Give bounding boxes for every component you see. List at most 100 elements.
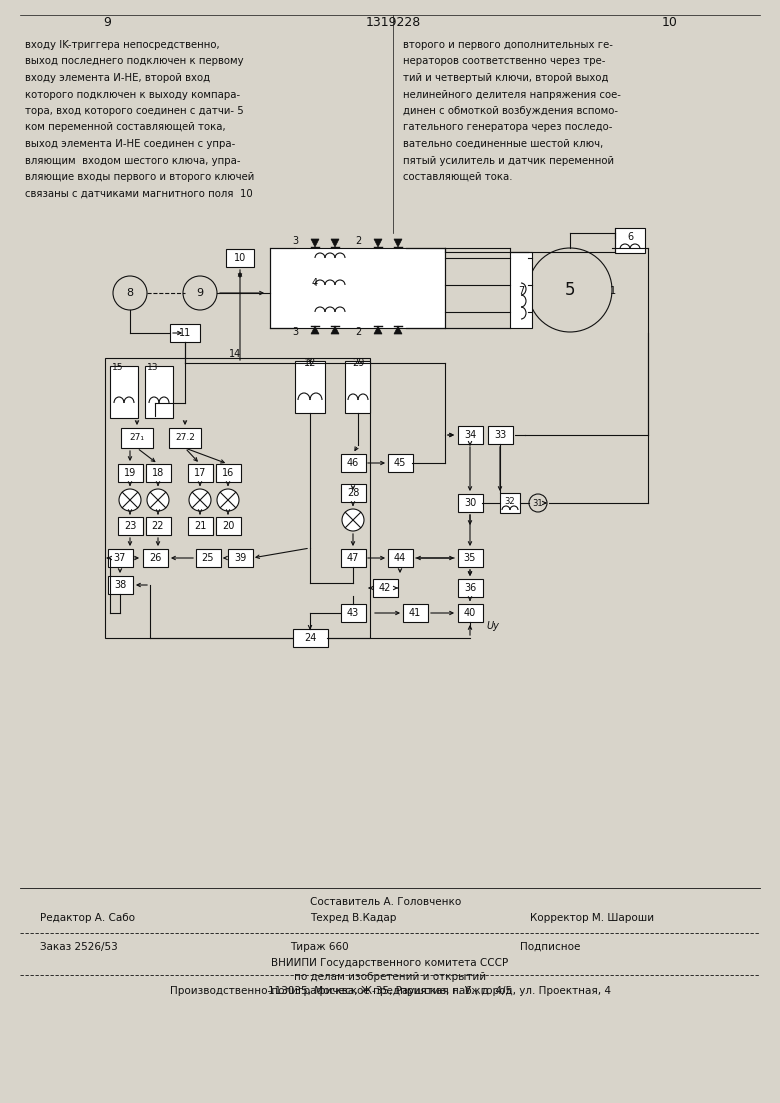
Text: 44: 44: [394, 553, 406, 563]
Text: 31: 31: [533, 499, 544, 507]
Text: второго и первого дополнительных ге-: второго и первого дополнительных ге-: [403, 40, 613, 50]
Text: 10: 10: [234, 253, 246, 263]
Text: 1: 1: [610, 286, 616, 296]
Text: Составитель А. Головченко: Составитель А. Головченко: [310, 897, 461, 907]
Text: 2: 2: [355, 326, 361, 338]
Text: ком переменной составляющей тока,: ком переменной составляющей тока,: [25, 122, 225, 132]
Text: 25: 25: [202, 553, 215, 563]
Circle shape: [342, 508, 364, 531]
Bar: [500, 493, 520, 513]
Text: нераторов соответственно через тре-: нераторов соответственно через тре-: [403, 56, 605, 66]
Text: 40: 40: [464, 608, 476, 618]
Bar: [615, 228, 645, 253]
Text: 5: 5: [565, 281, 576, 299]
Text: Заказ 2526/53: Заказ 2526/53: [40, 942, 118, 952]
Text: составляющей тока.: составляющей тока.: [403, 172, 512, 182]
Text: 16: 16: [222, 468, 234, 478]
Text: 37: 37: [114, 553, 126, 563]
Bar: [105, 358, 370, 638]
Polygon shape: [311, 239, 319, 247]
Text: 38: 38: [114, 580, 126, 590]
Text: 27₁: 27₁: [129, 433, 144, 442]
Polygon shape: [374, 239, 382, 247]
Bar: [510, 251, 532, 328]
Text: Тираж 660: Тираж 660: [290, 942, 349, 952]
Text: 13: 13: [147, 364, 159, 373]
Circle shape: [119, 489, 141, 511]
Text: 7: 7: [518, 286, 524, 296]
Text: 24: 24: [304, 633, 316, 643]
Text: 33: 33: [494, 430, 506, 440]
Text: 113035, Москва, Ж-35, Раушская наб., д. 4/5: 113035, Москва, Ж-35, Раушская наб., д. …: [268, 986, 512, 996]
Text: 43: 43: [347, 608, 359, 618]
Text: 18: 18: [152, 468, 164, 478]
Bar: [341, 484, 366, 502]
Text: 42: 42: [379, 583, 392, 593]
Text: 46: 46: [347, 458, 359, 468]
Text: Корректор М. Шароши: Корректор М. Шароши: [530, 913, 654, 923]
Polygon shape: [394, 239, 402, 247]
Text: входу IK-триггера непосредственно,: входу IK-триггера непосредственно,: [25, 40, 220, 50]
Text: Техред В.Кадар: Техред В.Кадар: [310, 913, 396, 923]
Text: 10: 10: [662, 17, 678, 30]
Bar: [458, 579, 483, 597]
Polygon shape: [331, 239, 339, 247]
Bar: [388, 549, 413, 567]
Bar: [169, 428, 201, 448]
Polygon shape: [311, 326, 319, 334]
Polygon shape: [394, 326, 402, 334]
Bar: [402, 604, 427, 622]
Bar: [187, 464, 212, 482]
Bar: [215, 517, 240, 535]
Text: 28: 28: [347, 488, 359, 497]
Text: вляющим  входом шестого ключа, упра-: вляющим входом шестого ключа, упра-: [25, 156, 240, 165]
Text: 21: 21: [193, 521, 206, 531]
Text: связаны с датчиками магнитного поля  10: связаны с датчиками магнитного поля 10: [25, 189, 253, 199]
Text: тий и четвертый ключи, второй выход: тий и четвертый ключи, второй выход: [403, 73, 608, 83]
Bar: [146, 517, 171, 535]
Text: 45: 45: [394, 458, 406, 468]
Bar: [145, 366, 173, 418]
Bar: [345, 361, 370, 413]
Polygon shape: [374, 326, 382, 334]
Bar: [341, 454, 366, 472]
Text: динен с обмоткой возбуждения вспомо-: динен с обмоткой возбуждения вспомо-: [403, 106, 618, 116]
Text: 17: 17: [193, 468, 206, 478]
Bar: [146, 464, 171, 482]
Bar: [143, 549, 168, 567]
Text: входу элемента И-НЕ, второй вход: входу элемента И-НЕ, второй вход: [25, 73, 210, 83]
Text: 23: 23: [124, 521, 136, 531]
Text: ВНИИПИ Государственного комитета СССР: ВНИИПИ Государственного комитета СССР: [271, 959, 509, 968]
Text: 12: 12: [304, 358, 316, 368]
Bar: [170, 324, 200, 342]
Text: 36: 36: [464, 583, 476, 593]
Text: Подписное: Подписное: [520, 942, 580, 952]
Text: 39: 39: [234, 553, 246, 563]
Bar: [458, 494, 483, 512]
Bar: [458, 549, 483, 567]
Text: 20: 20: [222, 521, 234, 531]
Bar: [292, 629, 328, 647]
Text: 6: 6: [627, 232, 633, 242]
Bar: [488, 426, 512, 445]
Text: 4: 4: [312, 278, 318, 288]
Bar: [187, 517, 212, 535]
Text: 3: 3: [292, 236, 298, 246]
Bar: [118, 464, 143, 482]
Text: 30: 30: [464, 497, 476, 508]
Text: 8: 8: [126, 288, 133, 298]
Text: вательно соединенные шестой ключ,: вательно соединенные шестой ключ,: [403, 139, 603, 149]
Text: гательного генератора через последо-: гательного генератора через последо-: [403, 122, 612, 132]
Text: Uу: Uу: [486, 621, 499, 631]
Text: 2: 2: [355, 236, 361, 246]
Text: тора, вход которого соединен с датчи- 5: тора, вход которого соединен с датчи- 5: [25, 106, 243, 116]
Bar: [118, 517, 143, 535]
Text: Производственно-полиграфическое предприятие, г. Ужгород, ул. Проектная, 4: Производственно-полиграфическое предприя…: [169, 986, 611, 996]
Text: 29: 29: [352, 358, 364, 368]
Circle shape: [189, 489, 211, 511]
Text: 26: 26: [149, 553, 161, 563]
Text: которого подключен к выходу компара-: которого подключен к выходу компара-: [25, 89, 240, 99]
Text: 15: 15: [112, 364, 124, 373]
Text: 9: 9: [103, 17, 111, 30]
Text: 41: 41: [409, 608, 421, 618]
